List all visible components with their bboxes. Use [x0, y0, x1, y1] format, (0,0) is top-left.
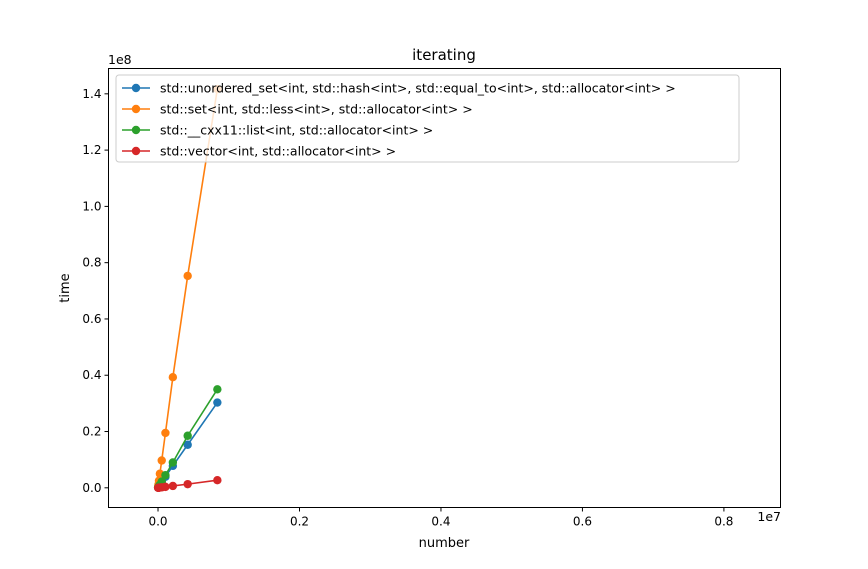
x-tick-label: 0.4	[431, 515, 450, 529]
x-tick-label: 0.6	[573, 515, 592, 529]
data-point	[213, 385, 222, 394]
legend-marker	[131, 83, 141, 93]
y-axis-label: time	[58, 273, 73, 302]
data-point	[183, 271, 192, 281]
y-tick-label: 1.2	[82, 143, 101, 157]
data-point	[168, 373, 178, 382]
legend-marker	[131, 146, 141, 156]
axis-ticks: 0.0 0.2 0.4 0.6 0.8 0.0 0.2 0.4 0.6 0.8 1.0 1.2 1.4	[82, 87, 733, 529]
legend-marker	[131, 125, 141, 135]
y-offset-label: 1e8	[108, 52, 132, 67]
series-3	[153, 476, 222, 492]
x-tick-label: 0.0	[148, 515, 167, 529]
legend-label: std::vector<int, std::allocator<int> >	[160, 144, 396, 159]
data-point	[157, 456, 166, 465]
y-tick-label: 0.2	[82, 425, 101, 439]
data-point	[168, 481, 178, 491]
y-tick-label: 1.4	[82, 87, 101, 101]
y-tick-label: 0.4	[82, 368, 101, 382]
legend-marker	[131, 104, 141, 114]
data-point	[213, 398, 222, 407]
legend: std::unordered_set<int, std::hash<int>, …	[115, 74, 740, 163]
data-point	[213, 476, 222, 485]
legend-entry: std::vector<int, std::allocator<int> >	[122, 144, 396, 159]
plot-lines	[153, 84, 222, 492]
legend-label: std::set<int, std::less<int>, std::alloc…	[160, 102, 473, 117]
legend-box	[115, 74, 740, 163]
y-tick-label: 0.6	[82, 312, 101, 326]
data-point	[183, 479, 192, 489]
y-tick-label: 1.0	[82, 199, 101, 213]
legend-entry: std::set<int, std::less<int>, std::alloc…	[122, 102, 473, 117]
x-offset-label: 1e7	[757, 509, 781, 524]
legend-label: std::__cxx11::list<int, std::allocator<i…	[160, 123, 433, 138]
y-tick-label: 0.0	[82, 481, 101, 495]
data-point	[183, 431, 192, 440]
x-axis-label: number	[419, 536, 470, 551]
chart-title: iterating	[412, 46, 476, 64]
plot-frame	[108, 68, 781, 508]
legend-entry: std::unordered_set<int, std::hash<int>, …	[122, 81, 676, 96]
data-point	[168, 458, 178, 467]
x-tick-label: 0.2	[290, 515, 309, 529]
legend-label: std::unordered_set<int, std::hash<int>, …	[160, 81, 676, 96]
y-tick-label: 0.8	[82, 256, 101, 270]
x-tick-label: 0.8	[714, 515, 733, 529]
data-point	[161, 482, 170, 492]
data-point	[161, 470, 170, 480]
data-point	[183, 440, 192, 449]
data-point	[161, 428, 170, 438]
legend-entry: std::__cxx11::list<int, std::allocator<i…	[122, 123, 433, 138]
